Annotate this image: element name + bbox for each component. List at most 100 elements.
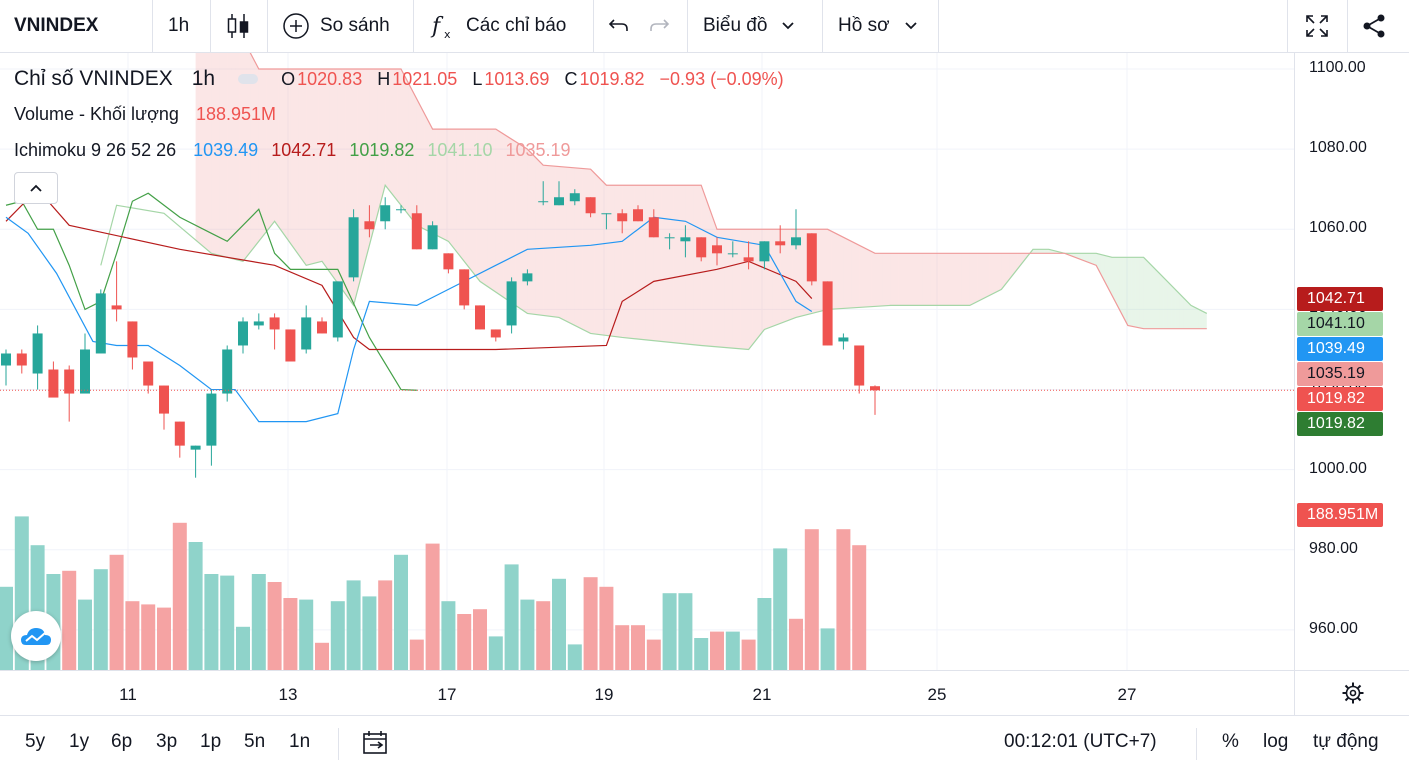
cloud-segment bbox=[614, 185, 619, 337]
volume-bar bbox=[710, 631, 724, 670]
cloud-segment bbox=[329, 69, 334, 278]
auto-scale-toggle[interactable]: tự động bbox=[1313, 731, 1379, 752]
cloud-segment bbox=[302, 69, 307, 266]
cloud-segment bbox=[1108, 256, 1112, 296]
volume-value: 188.951M bbox=[195, 104, 277, 124]
undo-button[interactable] bbox=[607, 0, 631, 52]
candle-body bbox=[301, 317, 312, 350]
cloud-segment bbox=[878, 253, 883, 307]
candle-body bbox=[364, 221, 375, 230]
interval-button[interactable]: 1h bbox=[168, 0, 189, 52]
percent-toggle[interactable]: % bbox=[1222, 731, 1239, 752]
symbol-search-button[interactable]: VNINDEX bbox=[14, 0, 98, 52]
fullscreen-button[interactable] bbox=[1304, 0, 1330, 52]
price-axis[interactable]: 1100.001080.001060.001040.001020.001000.… bbox=[1294, 53, 1409, 670]
cloud-segment bbox=[890, 253, 895, 306]
cloud-segment bbox=[898, 253, 903, 306]
cloud-segment bbox=[361, 69, 366, 276]
cloud-segment bbox=[851, 241, 856, 308]
volume-bar bbox=[93, 569, 108, 670]
volume-bar bbox=[378, 580, 393, 670]
toolbar-divider bbox=[1287, 0, 1288, 52]
cloud-segment bbox=[709, 207, 714, 347]
volume-bar bbox=[789, 618, 803, 670]
cloud-chart-icon bbox=[21, 628, 51, 645]
time-axis[interactable]: 11 13 17 19 21 25 27 bbox=[0, 670, 1294, 715]
legend-toggle[interactable] bbox=[238, 73, 259, 84]
volume-title: Volume - Khối lượng bbox=[14, 104, 179, 124]
volume-bar bbox=[0, 586, 13, 670]
volume-bar bbox=[773, 548, 788, 670]
candle-body bbox=[269, 317, 280, 330]
cloud-segment bbox=[199, 53, 204, 247]
candle-body bbox=[585, 197, 596, 214]
cloud-segment bbox=[495, 129, 500, 295]
function-icon: f x bbox=[430, 14, 451, 41]
cloud-segment bbox=[531, 153, 536, 315]
range-button-5y[interactable]: 5y bbox=[25, 731, 46, 752]
cloud-segment bbox=[1155, 269, 1160, 329]
cloud-segment bbox=[207, 53, 212, 254]
date-range-button[interactable] bbox=[362, 730, 390, 761]
clock-label[interactable]: 00:12:01 (UTC+7) bbox=[1004, 731, 1157, 752]
volume-bar bbox=[109, 554, 124, 670]
redo-button[interactable] bbox=[647, 0, 671, 52]
ohlc-l-label: L bbox=[472, 69, 483, 89]
cloud-segment bbox=[507, 136, 512, 303]
ichimoku-spanB-value: 1035.19 bbox=[505, 140, 571, 160]
candle-body bbox=[111, 305, 122, 310]
toolbar-divider bbox=[1347, 0, 1348, 52]
cloud-segment bbox=[902, 253, 907, 306]
legend-collapse-button[interactable] bbox=[14, 172, 58, 204]
tradingview-logo-button[interactable] bbox=[11, 611, 61, 661]
chart-pane[interactable]: Chỉ số VNINDEX 1h O 1020.83 H 1021.05 L 101… bbox=[0, 53, 1294, 670]
volume-bar bbox=[188, 542, 203, 670]
plus-circle-icon bbox=[283, 13, 309, 39]
cloud-segment bbox=[799, 229, 804, 317]
range-button-1n[interactable]: 1n bbox=[289, 731, 311, 752]
cloud-segment bbox=[626, 185, 631, 339]
candle-body bbox=[759, 241, 770, 262]
ohlc-high-value: 1021.05 bbox=[392, 69, 458, 89]
cloud-segment bbox=[231, 53, 236, 260]
share-button[interactable] bbox=[1361, 0, 1387, 52]
cloud-segment bbox=[464, 129, 469, 267]
cloud-segment bbox=[1131, 257, 1136, 328]
candlestick-icon bbox=[227, 14, 249, 38]
chart-settings-button[interactable] bbox=[1294, 670, 1409, 715]
cloud-segment bbox=[1115, 257, 1120, 311]
volume-bar bbox=[725, 631, 740, 670]
cloud-segment bbox=[728, 229, 733, 349]
range-button-1p[interactable]: 1p bbox=[200, 731, 222, 752]
cloud-segment bbox=[1143, 257, 1148, 329]
cloud-segment bbox=[736, 229, 741, 349]
cloud-segment bbox=[697, 185, 702, 346]
cloud-segment bbox=[1033, 249, 1037, 254]
range-button-3p[interactable]: 3p bbox=[156, 731, 178, 752]
log-toggle[interactable]: log bbox=[1263, 731, 1289, 752]
cloud-segment bbox=[914, 253, 919, 306]
range-button-1y[interactable]: 1y bbox=[69, 731, 90, 752]
profile-menu-button[interactable]: Hồ sơ bbox=[838, 0, 918, 52]
cloud-segment bbox=[1147, 261, 1152, 329]
cloud-segment bbox=[555, 166, 559, 318]
compare-button[interactable]: So sánh bbox=[282, 0, 390, 52]
cloud-segment bbox=[1151, 265, 1156, 329]
candle-body bbox=[380, 205, 391, 222]
volume-bar bbox=[741, 639, 756, 670]
cloud-segment bbox=[365, 69, 370, 261]
range-button-5n[interactable]: 5n bbox=[244, 731, 266, 752]
ohlc-h-label: H bbox=[377, 69, 391, 89]
cloud-segment bbox=[961, 253, 966, 306]
chart-menu-button[interactable]: Biểu đồ bbox=[703, 0, 795, 52]
range-button-6p[interactable]: 6p bbox=[111, 731, 133, 752]
cloud-segment bbox=[957, 253, 962, 306]
indicators-button[interactable]: f x Các chỉ báo bbox=[430, 0, 566, 52]
chart-type-button[interactable] bbox=[226, 0, 250, 52]
profile-menu-label: Hồ sơ bbox=[838, 15, 890, 36]
cloud-segment bbox=[373, 69, 378, 231]
cloud-segment bbox=[855, 243, 860, 308]
candle-body bbox=[174, 421, 185, 446]
cloud-segment bbox=[847, 239, 852, 309]
candle-body bbox=[48, 369, 59, 398]
